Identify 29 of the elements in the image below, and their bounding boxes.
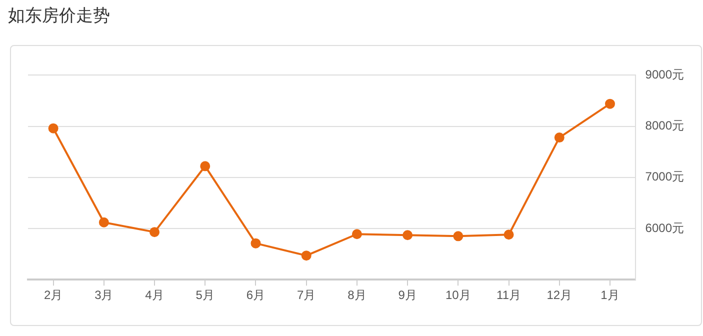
point [98,217,109,228]
x-tick-label: 7月 [297,288,316,302]
point [504,230,514,240]
y-tick-label: 9000元 [645,68,684,82]
point [48,123,58,134]
x-tick-label: 6月 [246,288,266,302]
y-tick-label: 7000元 [645,170,684,184]
x-tick-label: 5月 [196,288,214,302]
point [200,161,210,172]
x-tick-label: 11月 [496,288,522,302]
point [301,250,312,261]
point [453,231,464,242]
x-tick-label: 4月 [145,288,164,302]
x-tick-label: 8月 [348,288,366,302]
y-tick-label: 6000元 [645,220,684,235]
point [352,229,362,240]
x-tick-label: 12月 [546,288,572,302]
chart-title: 如东房价走势 [8,5,110,27]
x-tick-label: 3月 [94,288,114,302]
point [402,230,413,240]
x-tick-label: 2月 [44,288,63,302]
point [554,132,564,143]
point [150,227,160,238]
y-tick-label: 8000元 [645,118,684,133]
point [605,98,615,109]
x-tick-label: 10月 [445,288,471,302]
point [250,238,261,248]
x-tick-label: 9月 [398,288,417,302]
x-tick-label: 1月 [600,288,620,302]
